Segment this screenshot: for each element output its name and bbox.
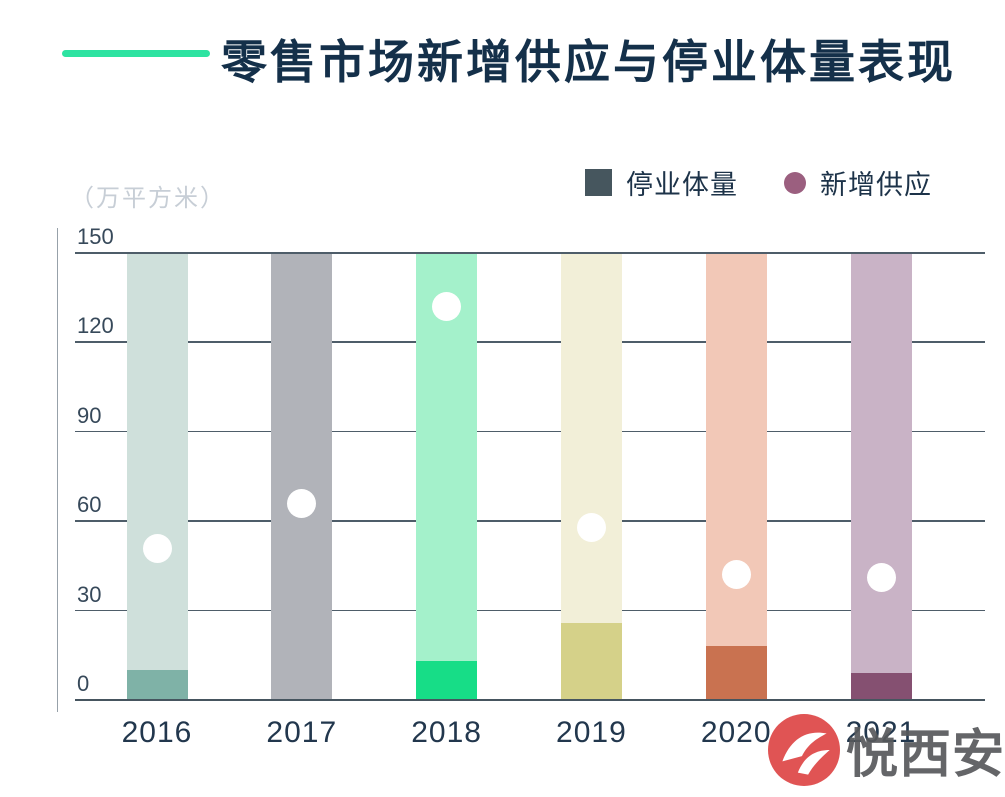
legend-circle-marker xyxy=(784,171,806,194)
legend-label-closure: 停业体量 xyxy=(626,170,738,200)
supply-point-2017 xyxy=(287,488,317,518)
supply-point-2021 xyxy=(866,563,896,593)
bar-column-2018 xyxy=(416,254,478,700)
supply-point-2020 xyxy=(721,560,751,590)
closure-bar-segment-2020 xyxy=(705,646,767,700)
gridline-90 xyxy=(75,430,985,433)
bar-column-2016 xyxy=(126,254,188,700)
gridline-120 xyxy=(75,341,985,343)
bar-column-2020 xyxy=(705,254,767,700)
x-axis-label-2016: 2016 xyxy=(121,716,193,749)
bar-column-2017 xyxy=(271,254,333,700)
gridline-150 xyxy=(75,252,985,254)
legend-item-closure: 停业体量 xyxy=(585,163,738,202)
legend-square-marker xyxy=(585,169,612,196)
y-tick-label-30: 30 xyxy=(77,581,102,607)
watermark: 悦西安 xyxy=(768,712,1005,787)
y-tick-label-120: 120 xyxy=(77,313,114,339)
watermark-bird-icon xyxy=(768,713,840,786)
supply-point-2019 xyxy=(576,512,606,542)
supply-point-2018 xyxy=(432,292,462,322)
y-tick-label-60: 60 xyxy=(77,492,102,518)
chart-title: 零售市场新增供应与停业体量表现 xyxy=(221,36,956,88)
x-axis-label-2021: 2021 xyxy=(845,716,917,749)
closure-bar-segment-2019 xyxy=(560,622,622,700)
y-tick-label-0: 0 xyxy=(77,671,90,696)
legend-label-supply: 新增供应 xyxy=(820,170,932,200)
y-tick-label-90: 90 xyxy=(77,402,102,428)
bar-column-2021 xyxy=(850,254,912,700)
x-axis-label-2019: 2019 xyxy=(556,716,627,749)
watermark-text: 悦西安 xyxy=(846,726,1005,784)
closure-bar-segment-2018 xyxy=(416,661,478,700)
x-axis-label-2017: 2017 xyxy=(266,716,338,749)
legend: 停业体量 新增供应 xyxy=(585,163,932,202)
x-axis-label-2018: 2018 xyxy=(411,716,482,749)
y-axis-line xyxy=(57,228,58,712)
legend-item-supply: 新增供应 xyxy=(784,163,932,202)
gridline-30 xyxy=(75,609,985,612)
x-axis-label-2020: 2020 xyxy=(700,716,772,749)
gridline-60 xyxy=(75,520,985,522)
supply-point-2016 xyxy=(142,533,172,563)
closure-bar-segment-2021 xyxy=(850,673,912,700)
title-accent-line xyxy=(62,50,210,57)
closure-bar-segment-2016 xyxy=(126,670,188,700)
y-axis-unit-label: （万平方米） xyxy=(70,185,226,212)
x-axis-baseline xyxy=(75,699,985,701)
y-tick-label-150: 150 xyxy=(77,224,114,249)
